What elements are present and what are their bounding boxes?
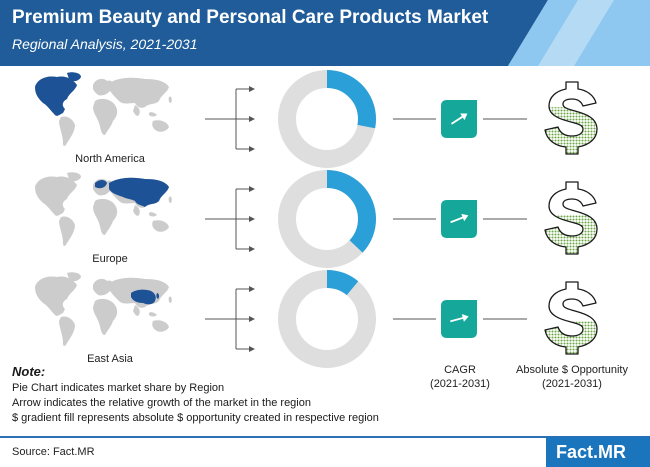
growth-arrow-icon	[441, 200, 477, 238]
page-title: Premium Beauty and Personal Care Product…	[12, 7, 489, 28]
growth-arrow-icon	[441, 100, 477, 138]
region-row-europe	[35, 170, 598, 268]
growth-arrow-icon	[441, 300, 477, 338]
region-row-east-asia	[35, 270, 598, 368]
dollar-sign-icon	[544, 181, 598, 255]
page-subtitle: Regional Analysis, 2021-2031	[12, 36, 198, 52]
opportunity-column-label: Absolute $ Opportunity (2021-2031)	[516, 363, 628, 391]
region-highlight-north-america	[35, 72, 81, 116]
connector-arrowhead	[249, 86, 255, 92]
note-line-arrow: Arrow indicates the relative growth of t…	[12, 397, 311, 409]
donut-share-east-asia	[278, 270, 376, 368]
cagr-column-label: CAGR (2021-2031)	[430, 363, 490, 391]
header-background	[0, 0, 650, 66]
connector-arrowhead	[249, 186, 255, 192]
dollar-sign-icon	[544, 281, 598, 355]
connector-arrowhead	[249, 346, 255, 352]
donut-share-north-america	[278, 70, 376, 168]
note-line-dollar: $ gradient fill represents absolute $ op…	[12, 412, 379, 424]
dollar-gradient-fill	[545, 214, 597, 254]
dollar-gradient-fill	[545, 107, 597, 154]
note-line-pie: Pie Chart indicates market share by Regi…	[12, 382, 225, 394]
world-map-land	[35, 272, 172, 346]
footer-divider	[0, 436, 650, 438]
connector-arrowhead	[249, 286, 255, 292]
header-banner: Premium Beauty and Personal Care Product…	[0, 0, 650, 66]
connector-arrowhead	[249, 246, 255, 252]
connector-arrowhead	[249, 216, 255, 222]
world-map-icon	[35, 72, 172, 146]
region-label-east-asia: East Asia	[87, 353, 133, 365]
connector-arrowhead	[249, 316, 255, 322]
factmr-logo: Fact.MR	[546, 437, 650, 467]
donut-share-europe	[278, 170, 376, 268]
bracket-connector	[205, 88, 250, 150]
note-title: Note:	[12, 364, 46, 379]
connector-arrowhead	[249, 116, 255, 122]
opportunity-period: (2021-2031)	[542, 378, 602, 390]
bracket-connector	[205, 188, 250, 250]
dollar-gradient-fill	[545, 321, 597, 354]
cagr-label: CAGR	[444, 364, 476, 376]
bracket-connector	[205, 288, 250, 350]
note-block: Note: Pie Chart indicates market share b…	[12, 364, 379, 426]
donut-track-east-asia	[278, 270, 376, 368]
source-text: Source: Fact.MR	[12, 446, 95, 458]
growth-arrow	[450, 314, 469, 323]
opportunity-label: Absolute $ Opportunity	[516, 364, 628, 376]
world-map-icon	[35, 172, 172, 246]
region-row-north-america	[35, 70, 598, 168]
header-stripe	[538, 0, 614, 66]
growth-arrow	[450, 213, 469, 224]
dollar-sign-icon	[544, 81, 598, 155]
region-infographic	[35, 70, 598, 368]
cagr-period: (2021-2031)	[430, 378, 490, 390]
world-map-icon	[35, 272, 172, 346]
connector-arrowhead	[249, 146, 255, 152]
region-label-europe: Europe	[92, 253, 128, 265]
header-light-band	[508, 0, 650, 66]
region-label-north-america: North America	[75, 153, 145, 165]
header-dark-band	[0, 0, 548, 66]
growth-arrow	[450, 113, 468, 125]
